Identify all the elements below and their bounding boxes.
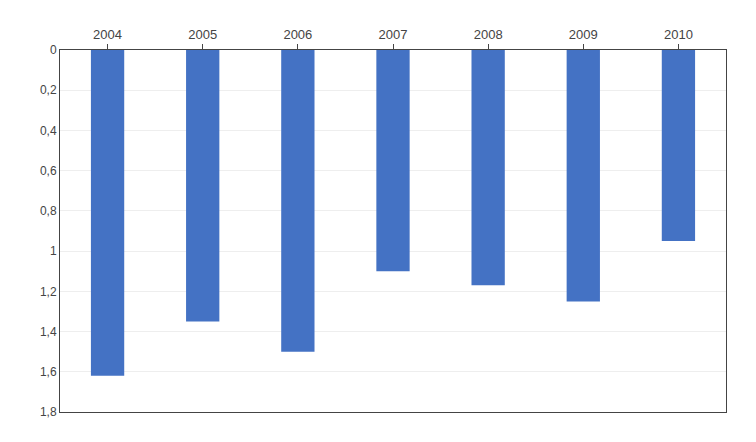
svg-text:2006: 2006: [283, 27, 312, 42]
svg-text:0,4: 0,4: [40, 124, 57, 138]
svg-text:0,2: 0,2: [40, 83, 57, 97]
svg-text:2004: 2004: [93, 27, 122, 42]
svg-text:0: 0: [50, 43, 57, 57]
svg-text:2005: 2005: [188, 27, 217, 42]
svg-text:1: 1: [50, 244, 57, 258]
svg-text:2009: 2009: [569, 27, 598, 42]
svg-text:1,2: 1,2: [40, 285, 57, 299]
svg-text:1,4: 1,4: [40, 325, 57, 339]
svg-text:0,6: 0,6: [40, 164, 57, 178]
svg-text:1,8: 1,8: [40, 405, 57, 419]
svg-text:2007: 2007: [379, 27, 408, 42]
svg-text:0,8: 0,8: [40, 204, 57, 218]
svg-text:1,6: 1,6: [40, 365, 57, 379]
svg-text:2010: 2010: [664, 27, 693, 42]
svg-text:2008: 2008: [474, 27, 503, 42]
